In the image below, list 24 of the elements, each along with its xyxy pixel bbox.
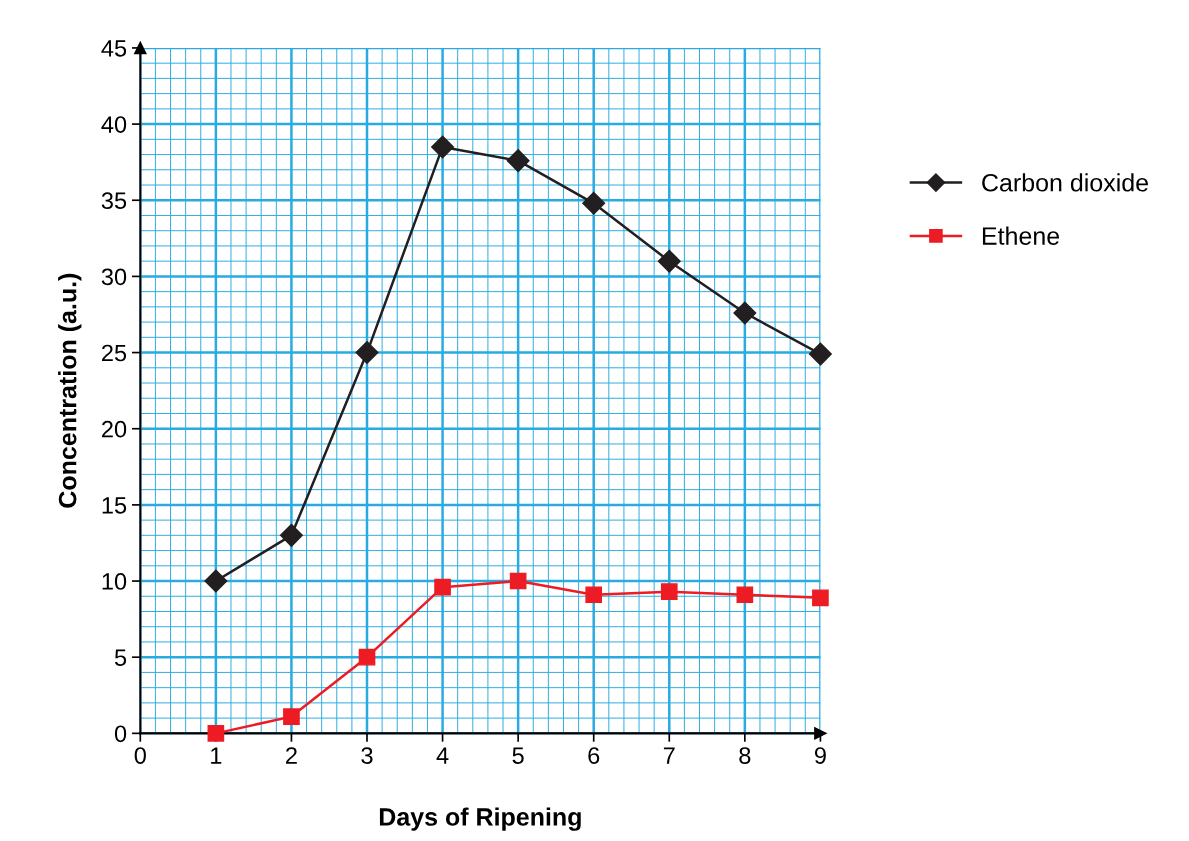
x-tick-label: 3: [361, 747, 373, 764]
x-tick-label: 1: [211, 747, 222, 764]
x-tick-label: 7: [663, 747, 675, 764]
x-tick-label: 5: [512, 747, 524, 764]
x-tick-label: 6: [588, 747, 600, 764]
x-tick-label: 9: [814, 747, 826, 764]
y-tick-label: 35: [101, 192, 127, 210]
legend-label: Carbon dioxide: [982, 173, 1148, 192]
y-tick-label: 25: [102, 344, 127, 362]
y-tick-label: 15: [102, 497, 127, 514]
y-tick-label: 0: [114, 725, 127, 743]
y-tick-label: 20: [102, 420, 127, 438]
legend-label: Ethene: [982, 226, 1060, 245]
x-tick-label: 8: [739, 747, 751, 764]
x-axis-title: Days of Ripening: [379, 807, 581, 831]
x-tick-label: 4: [436, 747, 449, 764]
y-axis-title: Concentration (a.u.): [58, 273, 82, 508]
y-tick-label: 5: [114, 649, 127, 666]
y-tick-label: 10: [102, 573, 127, 590]
x-tick-label: 0: [134, 747, 146, 764]
x-tick-label: 2: [286, 747, 297, 764]
y-tick-label: 30: [101, 268, 127, 286]
y-tick-label: 45: [101, 40, 127, 57]
y-tick-label: 40: [101, 116, 127, 133]
